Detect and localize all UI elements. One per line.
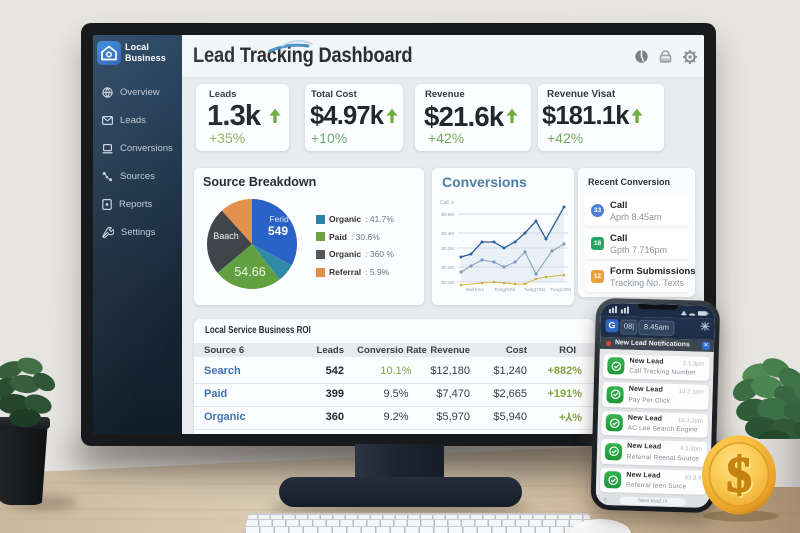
svg-text:$: $: [728, 450, 754, 506]
svg-text:$0.2M: $0.2M: [441, 265, 454, 270]
svg-text:549: 549: [268, 224, 288, 238]
svg-text:Ferid: Ferid: [269, 214, 289, 224]
svg-text:Bad km4: Bad km4: [466, 287, 484, 292]
svg-text:$0.3M: $0.3M: [441, 246, 454, 251]
svg-text:Baach: Baach: [213, 231, 239, 241]
svg-text:$0.5M: $0.5M: [441, 212, 454, 217]
svg-text:Call, s: Call, s: [440, 200, 454, 206]
svg-text:$0.1M: $0.1M: [441, 280, 454, 285]
svg-text:Twng(945): Twng(945): [494, 287, 516, 292]
svg-text:Twog(205): Twog(205): [550, 287, 572, 292]
svg-text:$: $: [726, 448, 752, 504]
svg-text:Twdg(705): Twdg(705): [524, 287, 546, 292]
svg-text:$0.4M: $0.4M: [441, 231, 454, 236]
svg-text:54.66: 54.66: [234, 265, 265, 279]
